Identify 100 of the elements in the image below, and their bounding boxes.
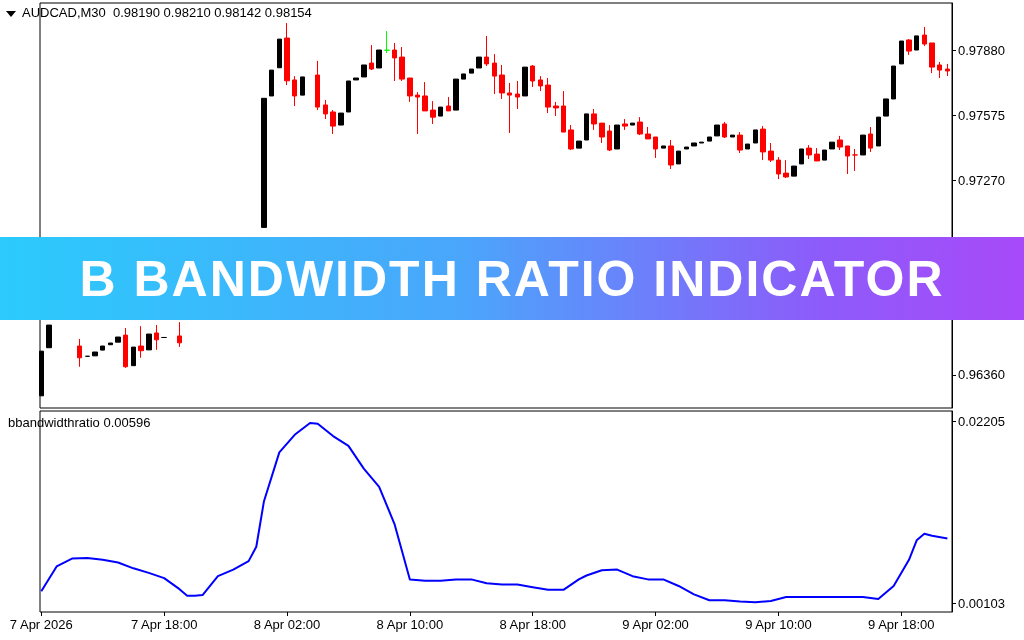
candlestick — [538, 75, 543, 92]
text: B BANDWIDTH RATIO INDICATOR — [0, 237, 1024, 320]
candlestick — [614, 124, 620, 150]
candlestick — [607, 124, 612, 152]
candlestick — [891, 65, 896, 100]
candlestick — [929, 42, 935, 74]
candlestick — [300, 76, 305, 96]
candlestick — [568, 124, 574, 151]
candlestick — [637, 116, 643, 136]
candlestick — [138, 325, 144, 359]
candlestick — [584, 113, 589, 141]
candlestick — [108, 342, 113, 346]
candlestick — [906, 38, 912, 56]
candlestick — [922, 26, 927, 47]
x-tick-label: 8 Apr 10:00 — [376, 617, 444, 632]
candlestick — [269, 69, 274, 97]
candlestick — [937, 61, 942, 79]
candlestick — [476, 56, 482, 69]
candlestick — [837, 135, 843, 151]
candlestick — [553, 101, 559, 117]
candlestick — [829, 141, 835, 150]
candlestick — [714, 124, 720, 137]
candlestick — [684, 146, 689, 150]
candlestick — [814, 147, 820, 162]
y-tick-label: 0.97575 — [958, 107, 1005, 123]
x-tick-label: 7 Apr 18:00 — [130, 617, 198, 632]
candlestick — [561, 90, 566, 133]
x-tick-label: 8 Apr 18:00 — [499, 617, 566, 632]
candlestick — [760, 125, 766, 161]
candlestick — [154, 324, 159, 351]
candlestick — [653, 136, 658, 159]
candlestick — [361, 64, 367, 78]
candlestick — [261, 97, 267, 228]
candlestick — [783, 159, 789, 179]
candlestick — [730, 134, 735, 138]
candlestick — [438, 106, 443, 117]
candlestick — [277, 38, 282, 69]
candlestick — [883, 98, 889, 117]
candlestick — [123, 327, 128, 369]
candlestick — [492, 53, 497, 95]
candlestick — [868, 126, 873, 153]
candlestick — [292, 75, 297, 107]
candlestick — [284, 22, 290, 86]
y-tick-label: 0.97270 — [958, 172, 1005, 188]
candlestick — [484, 35, 489, 67]
candlestick — [737, 131, 743, 154]
candlestick — [499, 64, 505, 100]
candlestick — [177, 321, 182, 348]
candlestick — [422, 81, 428, 112]
candlestick — [131, 346, 136, 367]
candlestick — [545, 77, 551, 114]
candlestick — [46, 324, 52, 349]
x-tick-label: 8 Apr 02:00 — [253, 617, 321, 632]
candlestick — [369, 44, 374, 71]
candlestick — [722, 121, 727, 139]
candlestick — [522, 66, 528, 97]
candlestick — [799, 148, 804, 165]
candlestick — [338, 112, 344, 126]
candlestick — [453, 78, 459, 111]
candlestick — [353, 77, 359, 81]
candlestick — [630, 122, 635, 126]
candlestick — [530, 64, 535, 88]
candlestick — [945, 63, 950, 77]
candlestick — [146, 333, 152, 351]
candlestick — [315, 60, 320, 111]
x-tick-label: 9 Apr 18:00 — [868, 617, 935, 632]
candlestick — [707, 136, 712, 142]
annotation: bbandwidthratio 0.00596 — [8, 415, 151, 430]
candlestick — [899, 40, 904, 65]
candlestick — [407, 77, 413, 103]
candlestick — [323, 99, 328, 120]
candlestick — [622, 118, 628, 131]
candlestick — [668, 139, 674, 170]
candlestick — [745, 143, 750, 150]
y-tick-label: 0.00103 — [958, 596, 1005, 612]
candlestick — [515, 80, 520, 110]
x-tick-label: 7 Apr 2026 — [9, 617, 73, 632]
candlestick — [661, 145, 666, 149]
candlestick — [384, 30, 390, 54]
candlestick — [914, 35, 919, 51]
candlestick — [576, 140, 582, 149]
x-tick-label: 9 Apr 02:00 — [622, 617, 689, 632]
candlestick — [776, 156, 781, 180]
candlestick — [376, 49, 382, 69]
candlestick — [822, 149, 827, 161]
candlestick — [676, 150, 681, 165]
candlestick — [876, 116, 881, 147]
candlestick — [591, 108, 597, 131]
annotation: AUDCAD,M30 0.98190 0.98210 0.98142 0.98154 — [22, 5, 312, 20]
candlestick — [845, 145, 850, 175]
candlestick — [645, 126, 651, 140]
candlestick — [392, 42, 397, 82]
candlestick — [768, 142, 774, 163]
candlestick — [446, 96, 451, 112]
candlestick — [599, 122, 605, 144]
candlestick — [92, 351, 98, 357]
candlestick — [330, 109, 336, 135]
candlestick — [100, 345, 105, 351]
candlestick — [691, 142, 697, 147]
candlestick — [346, 80, 351, 113]
